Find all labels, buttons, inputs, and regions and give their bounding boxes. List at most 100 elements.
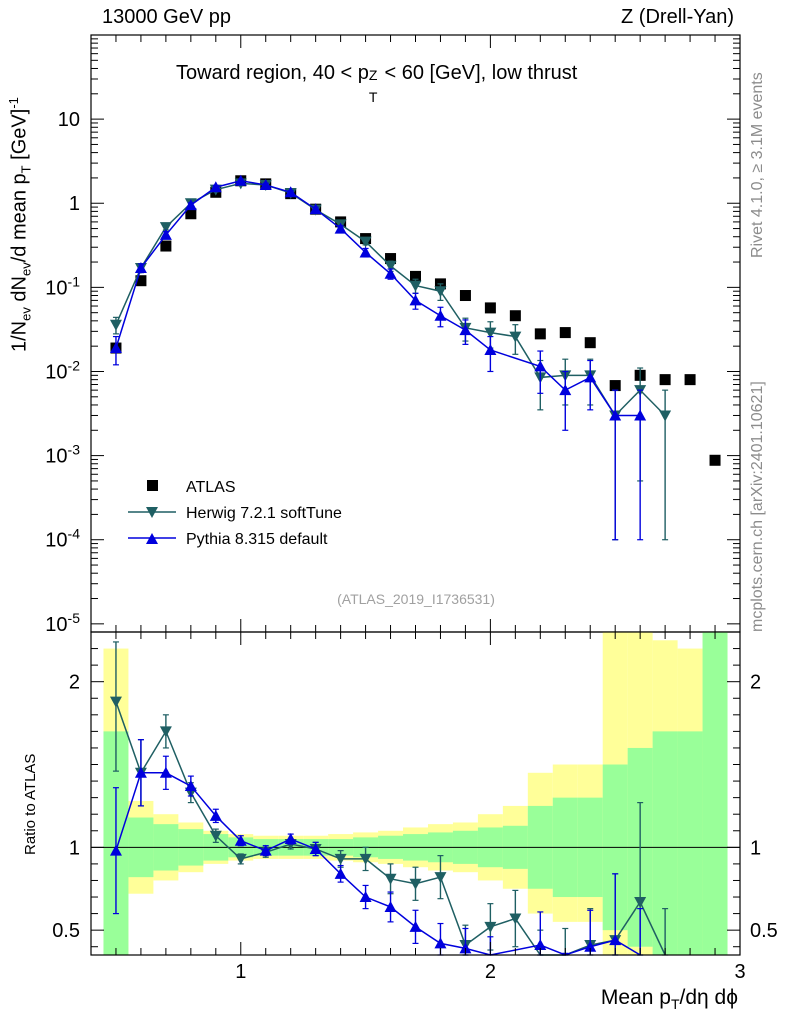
analysis-tag: (ATLAS_2019_I1736531) bbox=[337, 591, 495, 607]
herwig-ratio-point-0 bbox=[109, 696, 122, 708]
ratio-ytick-label-right-1: 1 bbox=[750, 837, 761, 859]
herwig-point-2 bbox=[159, 222, 172, 234]
pythia-ratio-point-11 bbox=[384, 900, 397, 912]
herwig-point-22 bbox=[659, 410, 672, 422]
ratio-ytick-label-left-0: 0.5 bbox=[52, 920, 80, 942]
xtick-label-1: 2 bbox=[485, 961, 496, 983]
pythia-point-18 bbox=[584, 371, 597, 383]
pythia-ratio-point-10 bbox=[359, 891, 372, 903]
pythia-point-8 bbox=[309, 203, 322, 215]
herwig-ratio-point-12 bbox=[409, 878, 422, 890]
herwig-point-15 bbox=[484, 327, 497, 339]
top-panel-marks bbox=[109, 174, 721, 541]
legend-marker-herwig bbox=[146, 507, 158, 518]
pythia-point-14 bbox=[459, 324, 472, 336]
ytick-label-0: 10-5 bbox=[45, 610, 80, 636]
pythia-point-9 bbox=[334, 222, 347, 234]
atlas-point-16 bbox=[509, 310, 521, 322]
header-left: 13000 GeV pp bbox=[102, 6, 231, 28]
herwig-point-0 bbox=[109, 319, 122, 331]
atlas-point-22 bbox=[659, 374, 671, 386]
pythia-point-16 bbox=[534, 360, 547, 372]
atlas-point-23 bbox=[684, 374, 696, 386]
pythia-point-7 bbox=[284, 186, 297, 198]
herwig-ratio-point-10 bbox=[359, 853, 372, 865]
herwig-ratio-point-13 bbox=[434, 872, 447, 884]
pythia-ratio-point-3 bbox=[184, 780, 197, 792]
ratio-ytick-label-right-0: 0.5 bbox=[750, 920, 778, 942]
ytick-label-3: 10-2 bbox=[45, 357, 80, 383]
pythia-point-20 bbox=[634, 409, 647, 421]
legend-label-pythia: Pythia 8.315 default bbox=[186, 531, 328, 548]
ratio-y-axis-title: Ratio to ATLAS bbox=[22, 753, 39, 855]
atlas-point-14 bbox=[459, 290, 471, 302]
rivet-label: Rivet 4.1.0, ≥ 3.1M events bbox=[749, 72, 766, 258]
pythia-ratio-point-8 bbox=[309, 842, 322, 854]
mcplots-label: mcplots.cern.ch [arXiv:2401.10621] bbox=[749, 381, 766, 632]
pythia-point-17 bbox=[559, 384, 572, 396]
pythia-ratio-point-14 bbox=[459, 942, 472, 954]
pythia-point-6 bbox=[259, 178, 272, 190]
pythia-ratio-point-9 bbox=[334, 867, 347, 879]
pythia-point-10 bbox=[359, 246, 372, 258]
header-right: Z (Drell-Yan) bbox=[621, 6, 734, 28]
pythia-ratio-point-7 bbox=[284, 833, 297, 845]
atlas-point-19 bbox=[584, 337, 596, 349]
legend-marker-pythia bbox=[146, 533, 158, 544]
band-inner-24 bbox=[702, 632, 728, 955]
pythia-point-3 bbox=[184, 199, 197, 211]
pythia-ratio-point-6 bbox=[259, 844, 272, 856]
ytick-label-6: 10 bbox=[58, 109, 80, 131]
xtick-label-0: 1 bbox=[235, 961, 246, 983]
herwig-point-10 bbox=[359, 236, 372, 248]
ytick-label-5: 1 bbox=[69, 193, 80, 215]
atlas-point-3 bbox=[185, 208, 197, 220]
herwig-ratio-point-15 bbox=[484, 921, 497, 933]
top-panel-axes: 10-5 10-4 10-3 10-2 10-1 1 10 bbox=[45, 34, 741, 636]
pythia-ratio-point-1 bbox=[134, 766, 147, 778]
atlas-point-2 bbox=[160, 240, 172, 252]
pythia-point-0 bbox=[109, 342, 122, 354]
pythia-ratio-point-18 bbox=[584, 940, 597, 952]
pythia-ratio-point-0 bbox=[109, 844, 122, 856]
herwig-point-12 bbox=[409, 280, 422, 292]
ytick-label-2: 10-3 bbox=[45, 442, 80, 468]
atlas-point-20 bbox=[609, 380, 621, 392]
pythia-ratio-point-13 bbox=[434, 937, 447, 949]
pythia-point-15 bbox=[484, 344, 497, 356]
ytick-label-1: 10-4 bbox=[45, 526, 80, 552]
pythia-point-19 bbox=[609, 409, 622, 421]
ratio-ytick-label-right-2: 2 bbox=[750, 672, 761, 694]
pythia-point-1 bbox=[134, 261, 147, 273]
ratio-panel-marks bbox=[91, 641, 740, 956]
herwig-point-16 bbox=[509, 331, 522, 343]
pythia-point-5 bbox=[234, 174, 247, 186]
legend-label-atlas: ATLAS bbox=[186, 479, 236, 496]
pythia-point-13 bbox=[434, 309, 447, 321]
pythia-point-12 bbox=[409, 294, 422, 306]
legend: ATLAS Herwig 7.2.1 softTune Pythia 8.315… bbox=[128, 479, 342, 548]
atlas-point-24 bbox=[709, 454, 721, 466]
pythia-ratio-point-16 bbox=[534, 939, 547, 951]
pythia-ratio-point-5 bbox=[234, 834, 247, 846]
pythia-ratio-point-19 bbox=[609, 934, 622, 946]
herwig-ratio-point-9 bbox=[334, 853, 347, 865]
herwig-ratio-point-11 bbox=[384, 873, 397, 885]
atlas-point-12 bbox=[410, 270, 421, 282]
herwig-point-11 bbox=[384, 260, 397, 272]
herwig-point-13 bbox=[434, 286, 447, 298]
pythia-ratio-point-4 bbox=[209, 809, 222, 821]
pythia-point-4 bbox=[209, 181, 222, 193]
x-axis-title: Mean pT/dη dϕ bbox=[600, 986, 738, 1013]
pythia-point-2 bbox=[159, 228, 172, 240]
legend-marker-atlas bbox=[147, 480, 158, 491]
herwig-ratio-point-4 bbox=[209, 830, 222, 842]
y-axis-title: 1/Nev dNev/d mean pT [GeV]-1 bbox=[6, 97, 34, 352]
atlas-point-1 bbox=[135, 275, 147, 287]
atlas-point-15 bbox=[484, 302, 496, 314]
atlas-point-17 bbox=[534, 328, 546, 340]
herwig-ratio-point-5 bbox=[234, 853, 247, 865]
legend-label-herwig: Herwig 7.2.1 softTune bbox=[186, 505, 342, 522]
